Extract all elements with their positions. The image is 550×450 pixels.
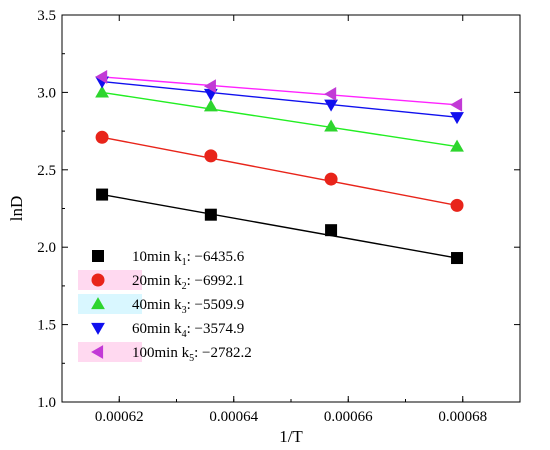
legend-slope-symbol: k <box>174 273 182 289</box>
legend-slope-index: 5 <box>189 353 194 364</box>
legend-label-40min: 40min k3: −5509.9 <box>132 297 244 316</box>
fit-lines <box>101 76 458 259</box>
data-point-60min <box>450 112 464 125</box>
legend-slope-value: : −5509.9 <box>187 297 245 313</box>
legend-series-name: 10min <box>132 249 174 265</box>
legend-series-name: 20min <box>132 273 174 289</box>
x-axis-title: 1/T <box>279 427 303 446</box>
data-point-40min <box>95 85 109 98</box>
legend-label-20min: 20min k2: −6992.1 <box>132 273 244 292</box>
data-markers <box>95 70 464 265</box>
legend-marker-40min <box>91 297 105 310</box>
data-point-40min <box>203 99 218 112</box>
y-tick-label: 3.0 <box>37 85 56 101</box>
legend-slope-value: : −3574.9 <box>187 321 245 337</box>
data-point-10min <box>325 224 338 237</box>
legend-label-60min: 60min k4: −3574.9 <box>132 321 244 340</box>
legend-slope-index: 2 <box>182 281 187 292</box>
y-tick-label: 1.5 <box>37 318 56 334</box>
axis-ticks <box>61 14 521 403</box>
data-point-20min <box>324 172 338 186</box>
data-point-100min <box>95 70 108 84</box>
legend-slope-symbol: k <box>182 345 190 361</box>
y-tick-label: 2.0 <box>37 240 56 256</box>
legend-marker-60min <box>91 322 105 335</box>
legend-slope-value: : −2782.2 <box>194 345 252 361</box>
x-tick-label: 0.00064 <box>209 409 258 425</box>
y-tick-label: 3.5 <box>37 8 56 24</box>
legend-series-name: 100min <box>132 345 182 361</box>
data-point-10min <box>96 188 109 201</box>
x-tick-label: 0.00066 <box>324 409 373 425</box>
legend-marker-10min <box>92 250 104 262</box>
legend-series-name: 60min <box>132 321 174 337</box>
fit-line-60min <box>102 80 458 118</box>
data-point-10min <box>204 208 217 221</box>
legend-slope-index: 1 <box>182 257 187 268</box>
fit-line-20min <box>101 136 458 207</box>
x-tick-label: 0.00068 <box>438 409 487 425</box>
data-point-10min <box>451 252 464 265</box>
fit-line-40min <box>101 91 458 148</box>
tick-labels: 0.00062 0.00064 0.00066 0.00068 1.0 1.5 2.0 2.5… <box>37 8 487 425</box>
data-point-60min <box>324 99 338 112</box>
data-point-40min <box>324 119 338 132</box>
legend-slope-symbol: k <box>174 249 182 265</box>
x-tick-label: 0.00062 <box>95 409 144 425</box>
data-point-40min <box>450 139 464 152</box>
data-point-100min <box>324 87 337 101</box>
fit-line-100min <box>102 76 458 106</box>
legend-slope-value: : −6435.6 <box>187 249 245 265</box>
fit-line-10min <box>101 193 458 259</box>
legend-label-100min: 100min k5: −2782.2 <box>132 345 252 364</box>
data-point-20min <box>450 198 464 212</box>
y-tick-label: 1.0 <box>37 395 56 411</box>
legend-swatch-bg <box>78 342 142 362</box>
legend-marker-20min <box>91 273 105 287</box>
legend-slope-symbol: k <box>174 321 182 337</box>
y-axis-title: lnD <box>7 196 26 222</box>
y-tick-label: 2.5 <box>37 163 56 179</box>
legend-series-name: 40min <box>132 297 174 313</box>
legend-slope-index: 3 <box>182 305 187 316</box>
data-point-20min <box>95 130 109 144</box>
legend-slope-index: 4 <box>182 329 187 340</box>
legend-slope-symbol: k <box>174 297 182 313</box>
legend-slope-value: : −6992.1 <box>187 273 245 289</box>
data-point-20min <box>204 149 218 163</box>
data-point-100min <box>450 97 463 112</box>
legend-marker-100min <box>91 345 104 359</box>
legend-label-10min: 10min k1: −6435.6 <box>132 249 245 268</box>
data-point-100min <box>203 79 216 94</box>
